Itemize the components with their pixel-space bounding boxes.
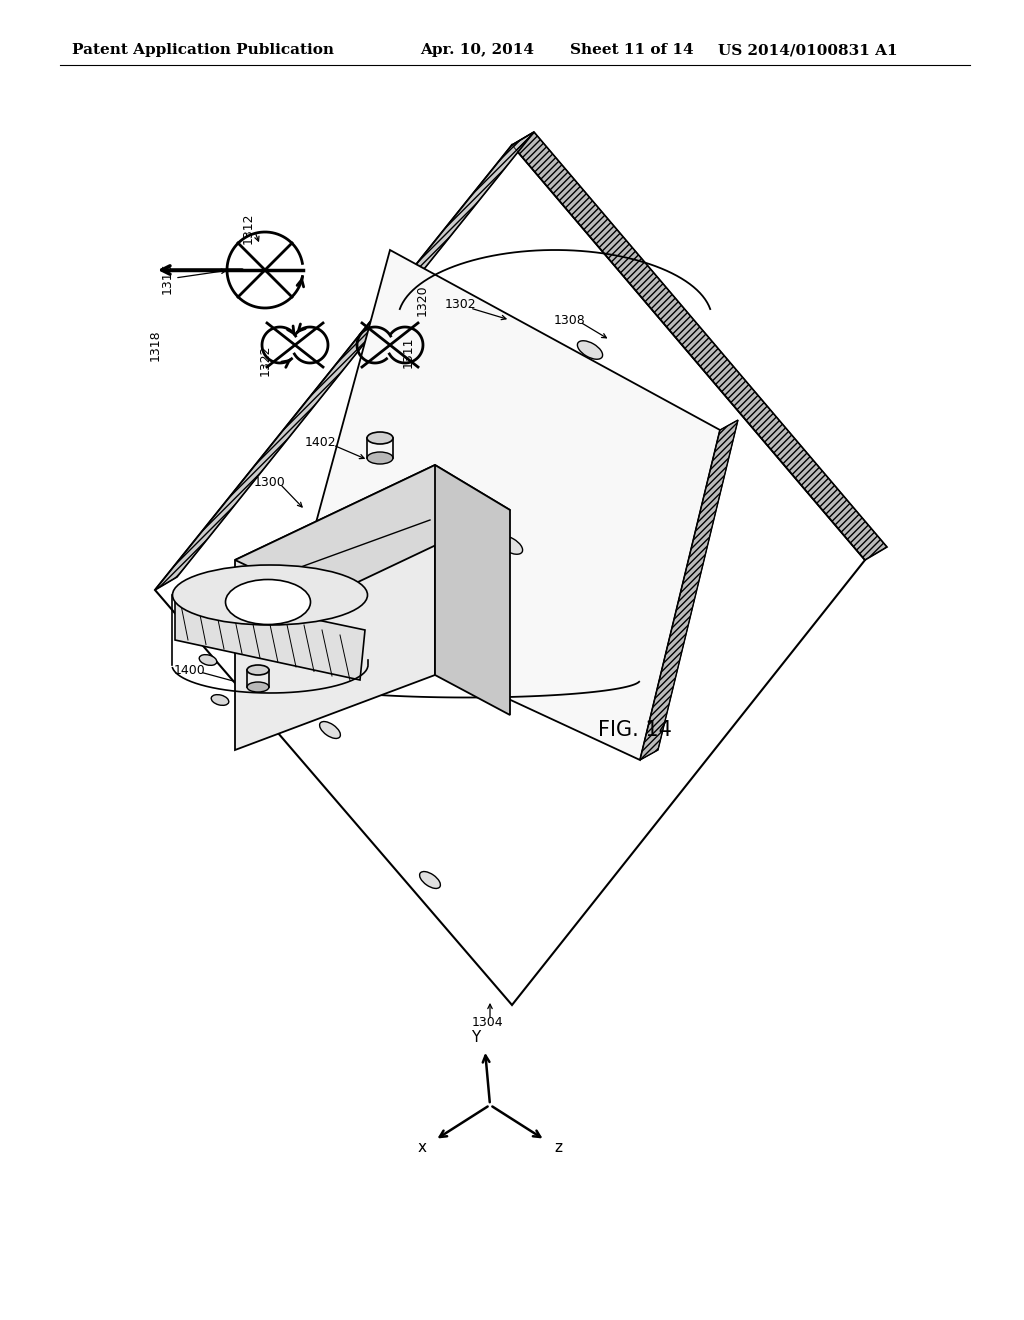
Text: Sheet 11 of 14: Sheet 11 of 14 <box>570 44 693 57</box>
Ellipse shape <box>200 655 217 665</box>
Text: z: z <box>554 1139 562 1155</box>
Text: Patent Application Publication: Patent Application Publication <box>72 44 334 57</box>
Ellipse shape <box>247 682 269 692</box>
Polygon shape <box>175 590 365 680</box>
Text: 1304: 1304 <box>471 1016 503 1030</box>
Polygon shape <box>234 465 510 601</box>
Text: x: x <box>418 1139 427 1155</box>
Ellipse shape <box>420 871 440 888</box>
Polygon shape <box>435 465 510 715</box>
Polygon shape <box>640 420 738 760</box>
Ellipse shape <box>319 722 340 738</box>
Text: Y: Y <box>471 1030 480 1044</box>
Ellipse shape <box>247 665 269 675</box>
Polygon shape <box>295 249 720 760</box>
Text: 1308: 1308 <box>554 314 586 326</box>
Text: 1311: 1311 <box>401 337 415 368</box>
Ellipse shape <box>578 341 602 359</box>
Polygon shape <box>155 132 534 590</box>
Ellipse shape <box>225 579 310 624</box>
Text: 1300: 1300 <box>254 475 286 488</box>
Polygon shape <box>234 465 435 750</box>
Polygon shape <box>155 145 865 1005</box>
Text: 1312: 1312 <box>242 213 255 244</box>
Ellipse shape <box>498 536 522 554</box>
Polygon shape <box>512 132 887 560</box>
Text: 1318: 1318 <box>148 329 162 360</box>
Text: 1400: 1400 <box>174 664 206 676</box>
Text: 1302: 1302 <box>444 298 476 312</box>
Ellipse shape <box>250 611 270 628</box>
Ellipse shape <box>367 451 393 465</box>
Text: 1316: 1316 <box>161 263 173 294</box>
Ellipse shape <box>367 432 393 444</box>
Text: 1320: 1320 <box>416 284 428 315</box>
Ellipse shape <box>211 694 228 705</box>
Text: Apr. 10, 2014: Apr. 10, 2014 <box>420 44 534 57</box>
Text: US 2014/0100831 A1: US 2014/0100831 A1 <box>718 44 898 57</box>
Text: 1402: 1402 <box>304 436 336 449</box>
Text: 1322: 1322 <box>258 345 271 376</box>
Text: FIG. 14: FIG. 14 <box>598 719 672 741</box>
Ellipse shape <box>172 565 368 624</box>
